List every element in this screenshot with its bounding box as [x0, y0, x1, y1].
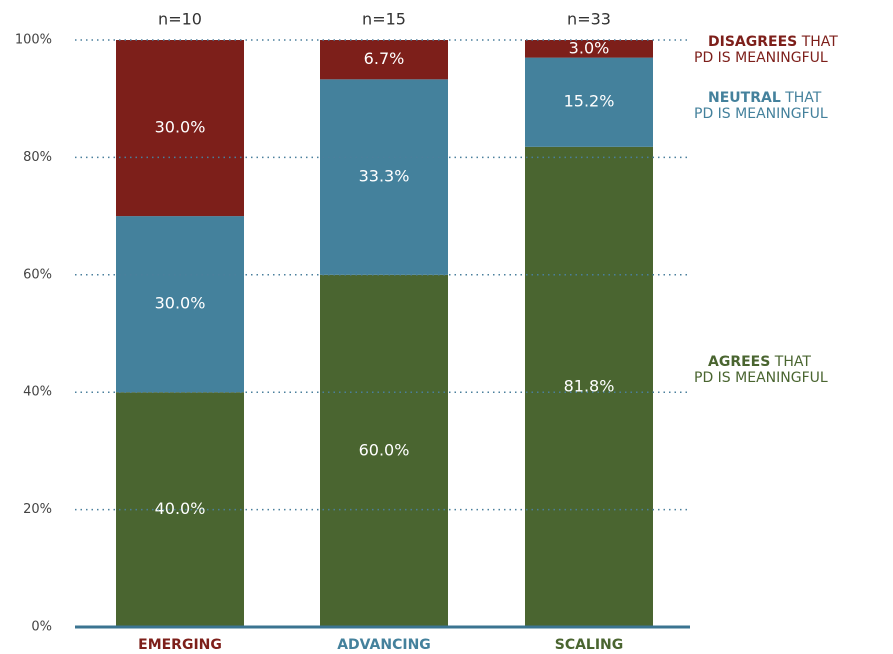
value-label: 40.0% — [155, 499, 206, 518]
legend-label: DISAGREES THAT — [708, 34, 838, 50]
annotation: n=10 — [158, 10, 202, 29]
x-tick-label: SCALING — [555, 637, 624, 653]
bar-segment — [320, 274, 448, 627]
y-tick-label: 0% — [31, 620, 52, 635]
y-tick-label: 100% — [15, 33, 52, 48]
y-tick-label: 40% — [23, 385, 52, 400]
legend-label: NEUTRAL THAT — [708, 90, 822, 106]
value-label: 33.3% — [359, 167, 410, 186]
bar-segment — [525, 146, 653, 628]
legend-label-line2: PD IS MEANINGFUL — [694, 50, 828, 66]
value-label: 81.8% — [564, 376, 615, 395]
bar-segment — [525, 57, 653, 147]
legend-rest: THAT — [774, 354, 812, 370]
value-label: 30.0% — [155, 294, 206, 313]
bars — [116, 40, 653, 628]
x-tick-label: ADVANCING — [337, 637, 431, 653]
bar-segment — [116, 40, 244, 217]
legend-rest: THAT — [801, 34, 839, 50]
value-label: 15.2% — [564, 92, 615, 111]
x-tick-label: EMERGING — [138, 637, 222, 653]
bar-segment — [320, 40, 448, 80]
y-tick-label: 80% — [23, 150, 52, 165]
y-tick-label: 20% — [23, 502, 52, 517]
legend-label-line2: PD IS MEANINGFUL — [694, 370, 828, 386]
bar-segment — [320, 79, 448, 275]
legend-name: NEUTRAL — [708, 90, 781, 106]
annotation: n=33 — [567, 10, 611, 29]
y-tick-label: 60% — [23, 267, 52, 282]
value-label: 6.7% — [364, 49, 405, 68]
legend-label: AGREES THAT — [708, 354, 811, 370]
legend-label-line2: PD IS MEANINGFUL — [694, 106, 828, 122]
legend-name: AGREES — [708, 354, 770, 370]
value-label: 30.0% — [155, 118, 206, 137]
legend-name: DISAGREES — [708, 34, 797, 50]
legend-rest: THAT — [784, 90, 822, 106]
value-label: 60.0% — [359, 440, 410, 459]
bar-segment — [116, 216, 244, 393]
value-label: 3.0% — [569, 38, 610, 57]
bar-segment — [525, 40, 653, 58]
annotation: n=15 — [362, 10, 406, 29]
